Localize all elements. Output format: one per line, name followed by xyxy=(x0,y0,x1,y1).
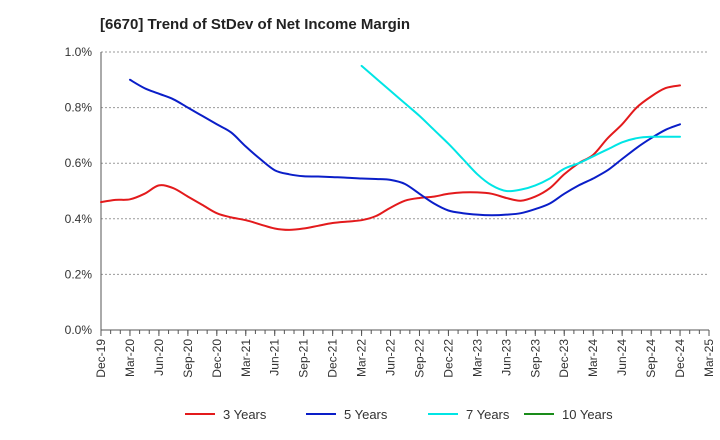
legend: 3 Years 5 Years 7 Years 10 Years xyxy=(185,407,613,422)
x-tick-label: Sep-23 xyxy=(528,339,542,378)
series-line-5-years xyxy=(129,78,681,217)
chart-title: [6670] Trend of StDev of Net Income Marg… xyxy=(100,16,411,33)
x-tick-label: Mar-20 xyxy=(123,339,137,377)
x-tick-label: Mar-24 xyxy=(586,339,600,377)
grid-layer xyxy=(101,51,709,275)
x-tick-label: Dec-20 xyxy=(210,339,224,378)
x-tick-label: Mar-25 xyxy=(702,339,716,377)
y-tick-label: 0.2% xyxy=(65,267,93,281)
x-tick-label: Dec-24 xyxy=(673,339,687,378)
x-tick-label: Dec-21 xyxy=(326,339,340,378)
x-tick-labels: Dec-19 Mar-20 Jun-20 Sep-20 Dec-20 Mar-21 Jun-… xyxy=(94,339,716,378)
y-tick-label: 0.4% xyxy=(65,212,93,226)
x-tick-label: Jun-23 xyxy=(499,339,513,376)
x-tick-label: Jun-20 xyxy=(152,339,166,376)
y-tick-labels: 0.0% 0.2% 0.4% 0.6% 0.8% 1.0% xyxy=(65,45,93,337)
x-tick-label: Sep-20 xyxy=(181,339,195,378)
y-tick-label: 0.0% xyxy=(65,323,93,337)
x-tick-label: Dec-19 xyxy=(94,339,108,378)
x-tick-label: Dec-23 xyxy=(557,339,571,378)
x-tick-label: Sep-22 xyxy=(412,339,426,378)
axes-layer xyxy=(100,52,710,336)
legend-label-10-years: 10 Years xyxy=(562,407,613,422)
series-line-7-years xyxy=(360,64,681,193)
x-tick-label: Dec-22 xyxy=(441,339,455,378)
series-layer xyxy=(100,64,681,231)
x-tick-label: Jun-22 xyxy=(384,339,398,376)
y-tick-label: 0.8% xyxy=(65,101,93,115)
legend-label-3-years: 3 Years xyxy=(223,407,267,422)
x-tick-label: Mar-23 xyxy=(470,339,484,377)
x-tick-label: Sep-24 xyxy=(644,339,658,378)
x-tick-label: Mar-22 xyxy=(355,339,369,377)
x-tick-label: Jun-21 xyxy=(268,339,282,376)
x-tick-label: Jun-24 xyxy=(615,339,629,376)
legend-label-5-years: 5 Years xyxy=(344,407,388,422)
x-tick-label: Mar-21 xyxy=(239,339,253,377)
y-tick-label: 0.6% xyxy=(65,156,93,170)
y-tick-label: 1.0% xyxy=(65,45,93,59)
x-tick-label: Sep-21 xyxy=(297,339,311,378)
legend-label-7-years: 7 Years xyxy=(466,407,510,422)
